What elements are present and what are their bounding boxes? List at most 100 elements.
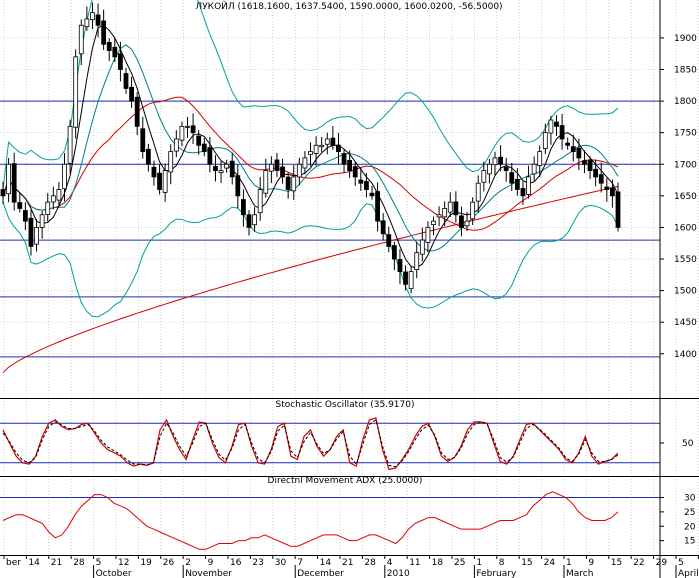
adx-y-tick-label: 25 [684,508,695,518]
candle [22,202,28,231]
candle-body [28,217,34,247]
candle-body [447,201,453,213]
candle-body [604,186,610,190]
price-y-tick-label: 1500 [674,287,697,297]
candle-body [313,144,319,154]
candle-body [95,14,101,26]
candle [319,136,325,152]
x-day-label: 28 [364,558,376,568]
stochastic-title: Stochastic Oscillator (35.9170) [275,400,414,410]
candle [84,6,90,31]
grid-lines [0,0,699,555]
candle-body [403,271,408,285]
candle [123,67,129,94]
long-moving-average-line [2,185,619,374]
candle-body [229,160,235,178]
candle [274,153,280,177]
candle-body [112,46,118,58]
candle [347,150,353,178]
candle [34,219,39,252]
candle-body [6,163,11,195]
candle [464,211,470,232]
stochastic-y-tick-label: 50 [682,439,694,449]
candle-body [157,172,162,190]
candle [50,186,56,210]
candle-body [285,176,291,190]
candle [397,249,403,285]
candle [336,132,341,165]
candle-body [185,125,190,128]
x-day-label: 7 [297,558,303,568]
candle-body [11,163,17,203]
candle [112,37,118,63]
candle [151,160,157,186]
candle-body [0,189,6,197]
candle [330,126,336,150]
candle-body [615,191,621,228]
x-day-label: 21 [51,558,62,568]
x-day-label: 5 [96,558,102,568]
x-day-label: 25 [454,558,465,568]
candle [459,206,464,237]
candle-body [570,146,576,153]
candle [408,265,414,294]
candle-body [514,178,520,190]
candle [492,151,498,176]
candle-body [520,188,526,197]
price-y-tick-label: 1600 [674,223,697,233]
candle [481,161,487,192]
candle-body [593,168,599,178]
adx-line [2,491,619,550]
candle-body [34,227,39,245]
candle-body [391,245,397,260]
candle [470,197,476,225]
candle-body [509,172,515,184]
candle [95,3,101,38]
adx-panel [2,491,619,550]
candle [252,207,257,232]
x-day-label: 28 [73,558,85,568]
candle [475,175,481,214]
candle [554,115,559,136]
x-day-label: 15 [611,558,622,568]
candle [375,182,380,232]
candle [576,138,582,171]
candle-body [257,189,263,214]
candle-body [397,259,403,273]
candle-body [73,56,79,128]
candle [101,9,107,51]
candle [39,210,45,239]
price-y-tick-label: 1400 [674,350,697,360]
candle [145,143,151,172]
candle-body [364,181,369,190]
candle-body [45,201,51,215]
candle [235,164,241,209]
x-day-label: 18 [432,558,444,568]
candle [229,152,235,185]
candle-body [548,119,554,134]
candle-body [358,179,364,184]
candle-body [431,220,436,226]
candle [391,241,397,271]
bollinger-upper-line [2,0,619,190]
candle-body [179,125,185,141]
candle-body [123,73,129,89]
candle-body [134,96,140,127]
candle-body [587,160,593,171]
candle-body [481,170,487,183]
candle-body [526,176,531,195]
candle [6,158,11,203]
x-day-label: 1 [476,558,482,568]
level-lines [0,100,660,498]
candle-body [419,239,425,255]
candle [587,156,593,180]
candle [593,159,599,187]
candle [157,164,162,195]
candle-body [492,157,498,166]
candle-body [17,202,23,209]
candle [542,123,548,155]
candle [90,2,95,29]
candle-body [67,125,73,164]
candle [548,115,554,145]
